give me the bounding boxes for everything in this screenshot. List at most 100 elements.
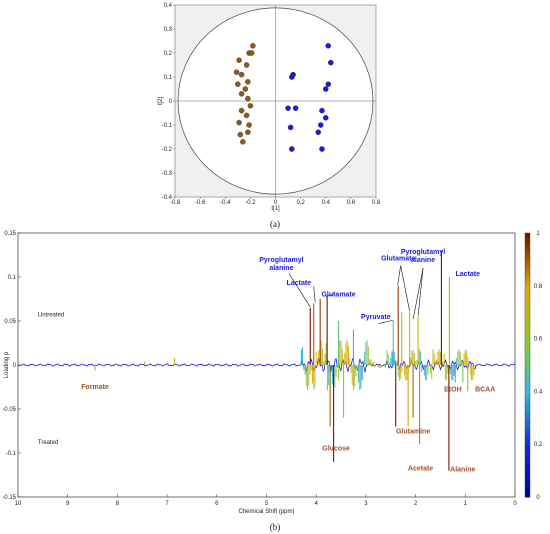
colorbar-segment <box>525 325 530 331</box>
group-label: Treated <box>38 440 58 446</box>
y-tick-label: -0.1 <box>162 123 173 129</box>
metabolite-label: BCAA <box>475 386 495 393</box>
colorbar-segment <box>525 241 530 247</box>
x-tick-label: 0 <box>513 501 517 507</box>
colorbar-segment <box>525 382 530 388</box>
colorbar-segment <box>525 461 530 467</box>
y-tick-label: 0.3 <box>164 27 173 33</box>
colorbar-segment <box>525 351 530 357</box>
colorbar-segment <box>525 387 530 392</box>
colorbar-segment <box>525 448 530 454</box>
x-tick-label: 2 <box>414 501 418 507</box>
metabolite-label: alanine <box>269 265 293 272</box>
score-point <box>246 122 252 128</box>
colorbar-segment <box>525 329 530 335</box>
score-point <box>243 112 250 119</box>
x-tick-label: 5 <box>265 501 269 507</box>
y-tick-label: 0 <box>169 99 173 105</box>
score-point <box>328 59 334 66</box>
colorbar-tick-label: 0 <box>536 495 540 501</box>
colorbar-segment <box>525 290 530 296</box>
colorbar-segment <box>525 255 530 260</box>
y-tick-label: 0.1 <box>164 75 173 81</box>
colorbar-tick-label: 0.6 <box>534 337 543 343</box>
colorbar-segment <box>525 277 530 282</box>
y-axis-label: t[2] <box>158 97 164 106</box>
colorbar-segment <box>525 268 530 274</box>
group-label: Untreated <box>38 313 64 319</box>
metabolite-label: Lactate <box>456 271 481 278</box>
metabolite-label: Pyroglutamyl <box>401 249 445 256</box>
colorbar-segment <box>525 431 530 436</box>
metabolite-label: Formate <box>81 384 109 391</box>
metabolite-label: alanine <box>411 257 435 264</box>
metabolite-label: Glutamate <box>381 255 415 262</box>
x-tick-label: 4 <box>315 501 319 507</box>
metabolite-label: Pyruvate <box>361 314 391 321</box>
x-tick-label: 6 <box>215 501 219 507</box>
x-tick-label: 8 <box>116 501 120 507</box>
score-point <box>238 91 245 97</box>
colorbar-tick-label: 0.8 <box>534 284 543 290</box>
score-point <box>243 62 250 68</box>
score-point <box>238 107 245 114</box>
score-point <box>245 129 251 135</box>
colorbar-segment <box>525 250 530 256</box>
y-tick-label: -0.1 <box>6 451 17 457</box>
colorbar-segment <box>525 307 530 313</box>
score-point <box>289 74 295 80</box>
metabolite-label: EtOH <box>444 386 462 393</box>
colorbar-segment <box>525 365 530 370</box>
colorbar-segment <box>525 321 530 326</box>
annotation-arrow <box>326 294 334 297</box>
colorbar-segment <box>525 453 530 458</box>
annotation-arrow <box>412 268 424 320</box>
metabolite-label: Alanine <box>450 466 475 473</box>
colorbar-segment <box>525 404 530 410</box>
colorbar-segment <box>525 263 530 269</box>
annotation-arrow <box>417 268 424 316</box>
colorbar-segment <box>525 492 530 498</box>
score-point <box>287 124 294 131</box>
colorbar-segment <box>525 488 530 494</box>
score-point <box>238 71 245 78</box>
y-tick-label: 0.05 <box>4 319 16 325</box>
score-point <box>245 79 251 85</box>
x-tick-label: 0.8 <box>372 200 381 206</box>
colorbar-segment <box>525 439 530 445</box>
colorbar-segment <box>525 479 530 485</box>
annotation-arrow <box>400 265 410 312</box>
colorbar-segment <box>525 466 530 472</box>
score-point <box>245 95 251 102</box>
x-tick-label: -0.8 <box>170 200 181 206</box>
colorbar-segment <box>525 413 530 419</box>
metabolite-label: Lactate <box>287 280 312 287</box>
colorbar-tick-label: 0.2 <box>534 442 543 448</box>
colorbar: 1 0.8 0.6 0.4 0.2 0 <box>524 231 543 501</box>
y-tick-label: -0.2 <box>162 147 173 153</box>
x-tick-label: -0.4 <box>220 200 231 206</box>
y-tick-label: -0.05 <box>2 407 16 413</box>
y-tick-label: -0.4 <box>162 195 173 201</box>
score-point <box>292 105 299 111</box>
colorbar-tick-label: 1 <box>536 231 540 237</box>
opls-loading-plot: 10 9 8 7 6 5 4 3 2 1 00.150.10.050-0.05-0.1-0.15Ch… <box>2 231 517 515</box>
colorbar-segment <box>525 395 530 401</box>
colorbar-segment <box>525 294 530 300</box>
score-point <box>235 81 241 87</box>
colorbar-segment <box>525 444 530 450</box>
colorbar-segment <box>525 417 530 423</box>
x-tick-label: 0 <box>274 200 278 206</box>
colorbar-tick-label: 0.4 <box>534 389 543 395</box>
colorbar-segment <box>525 475 530 480</box>
score-point <box>250 43 256 49</box>
colorbar-segment <box>525 435 530 441</box>
metabolite-label: Glutamine <box>396 429 430 436</box>
colorbar-segment <box>525 378 530 384</box>
x-axis-label: Chemical Shift (ppm) <box>238 509 294 515</box>
x-tick-label: 1 <box>464 501 468 507</box>
x-tick-label: 9 <box>66 501 70 507</box>
metabolite-label: Acetate <box>408 466 433 473</box>
score-point <box>319 107 325 114</box>
y-tick-label: -0.3 <box>162 171 173 177</box>
